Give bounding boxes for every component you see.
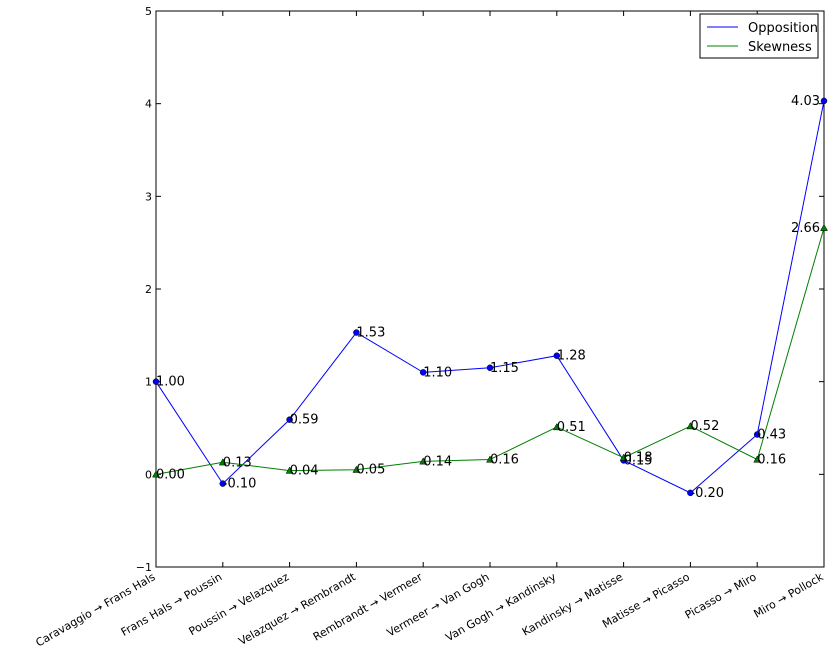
data-label-skewness: 0.13 — [223, 455, 252, 470]
data-label-skewness: 0.51 — [557, 420, 586, 435]
y-axis: −1 0 1 2 3 4 5 — [136, 5, 824, 574]
legend-label-opposition: Opposition — [748, 21, 818, 36]
x-tick-label: Van Gogh → Kandinsky — [443, 570, 558, 644]
data-point-opposition — [219, 480, 227, 487]
data-label-opposition: 0.59 — [290, 413, 319, 428]
data-label-opposition: -0.10 — [223, 477, 257, 492]
data-label-opposition: 1.53 — [356, 326, 385, 341]
data-point-opposition — [753, 431, 761, 438]
data-label-opposition: 0.15 — [624, 453, 653, 468]
data-point-skewness — [820, 223, 828, 231]
y-tick-label: 1 — [145, 376, 152, 389]
data-point-skewness — [152, 470, 160, 478]
data-label-skewness: 0.14 — [423, 454, 452, 469]
data-point-opposition — [353, 329, 360, 336]
data-label-opposition: 1.10 — [423, 365, 452, 380]
data-point-skewness — [218, 458, 227, 466]
series-layer — [152, 97, 828, 497]
data-label-opposition: 1.15 — [490, 361, 519, 376]
y-tick-label: 3 — [145, 190, 152, 203]
data-label-skewness: 2.66 — [791, 221, 820, 236]
y-tick-label: 0 — [145, 468, 152, 481]
data-point-skewness — [486, 455, 494, 463]
data-label-skewness: 0.05 — [356, 463, 385, 478]
x-tick-label: Rembrandt → Vermeer — [311, 570, 425, 643]
data-point-opposition — [687, 489, 694, 497]
data-point-skewness — [686, 422, 695, 430]
data-point-skewness — [753, 455, 762, 463]
data-label-skewness: 0.16 — [757, 453, 786, 468]
data-label-skewness: 0.18 — [624, 451, 653, 466]
plot-area — [155, 10, 825, 568]
y-tick-label: 5 — [145, 5, 152, 18]
data-label-skewness: 0.04 — [290, 464, 319, 479]
data-point-skewness — [552, 423, 561, 431]
data-point-opposition — [553, 352, 561, 359]
data-point-opposition — [820, 97, 828, 105]
data-labels: 1.00 -0.10 0.59 1.53 1.10 1.15 1.28 0.15 -0.20 0.… — [156, 94, 820, 501]
data-point-opposition — [486, 364, 494, 372]
data-label-skewness: 0.16 — [490, 453, 519, 468]
y-tick-label: −1 — [136, 561, 152, 574]
data-point-opposition — [286, 416, 293, 423]
data-point-skewness — [352, 465, 361, 473]
x-tick-label: Caravaggio → Frans Hals — [33, 570, 157, 649]
data-label-opposition: 1.00 — [156, 375, 185, 390]
data-label-opposition: 1.28 — [557, 349, 586, 364]
legend-label-skewness: Skewness — [748, 40, 812, 55]
y-tick-label: 2 — [145, 283, 152, 296]
x-tick-label: Miro → Pollock — [751, 570, 826, 621]
data-point-skewness — [619, 453, 628, 461]
data-point-opposition — [152, 378, 160, 385]
data-label-opposition: -0.20 — [690, 486, 724, 501]
data-label-skewness: 0.00 — [156, 467, 185, 482]
legend-box — [699, 13, 819, 59]
x-tick-label: Velazquez → Rembrandt — [236, 570, 358, 648]
data-label-opposition: 4.03 — [791, 94, 820, 109]
x-tick-label: Picasso → Miro — [683, 570, 759, 621]
data-point-skewness — [419, 457, 428, 465]
y-tick-label: 4 — [145, 98, 152, 111]
data-point-opposition — [419, 369, 427, 376]
data-point-skewness — [285, 466, 294, 474]
data-label-skewness: 0.52 — [690, 419, 719, 434]
legend: Opposition Skewness — [699, 13, 819, 59]
data-label-opposition: 0.43 — [757, 427, 786, 442]
